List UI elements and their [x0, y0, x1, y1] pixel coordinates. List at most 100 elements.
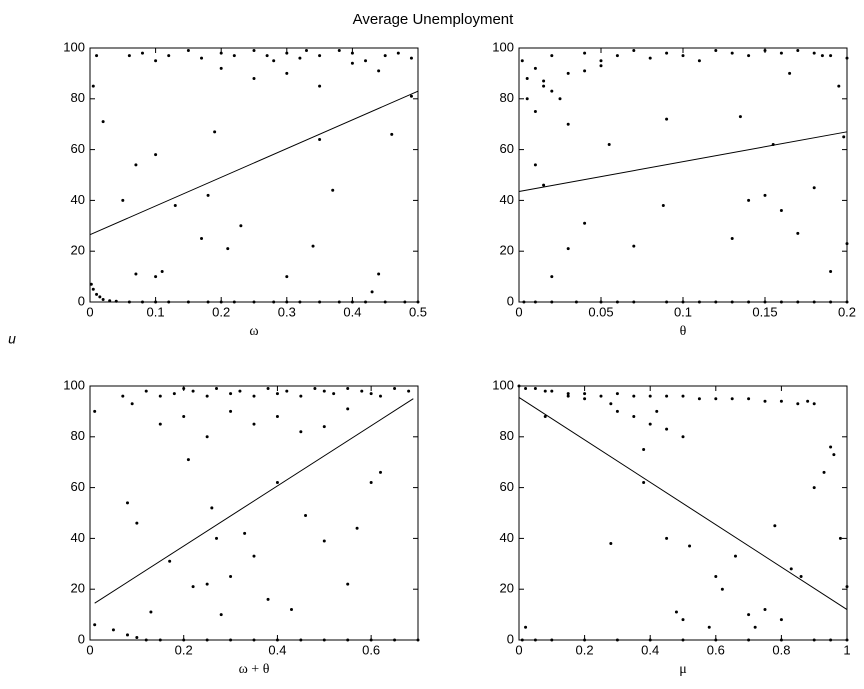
point: [574, 300, 578, 304]
point: [369, 481, 373, 485]
point: [747, 198, 751, 202]
point: [232, 54, 236, 58]
point: [186, 458, 190, 462]
point: [522, 300, 526, 304]
point: [845, 638, 849, 642]
point: [550, 275, 554, 279]
point: [714, 300, 718, 304]
point: [520, 638, 524, 642]
point: [550, 54, 554, 58]
point: [542, 84, 546, 88]
point: [154, 300, 158, 304]
point: [796, 49, 800, 53]
point: [154, 59, 158, 63]
point: [272, 59, 276, 63]
point: [167, 54, 171, 58]
point: [665, 51, 669, 55]
x-axis-label: μ: [679, 662, 687, 677]
point: [779, 300, 783, 304]
y-tick-label: 100: [492, 377, 514, 392]
subplot: 0 0.2 0.4 0.6 0 20 40 60 80 100 ω + θ: [63, 377, 420, 677]
point: [632, 394, 636, 398]
point: [205, 638, 209, 642]
point: [186, 49, 190, 53]
point: [681, 638, 685, 642]
point: [355, 526, 359, 530]
point: [167, 300, 171, 304]
point: [566, 247, 570, 251]
point: [763, 399, 767, 403]
point: [632, 300, 636, 304]
y-tick-label: 20: [500, 581, 514, 596]
point: [318, 54, 322, 58]
point: [125, 633, 129, 637]
point: [655, 409, 659, 413]
point: [191, 585, 195, 589]
point: [369, 638, 373, 642]
point: [525, 76, 529, 80]
point: [182, 414, 186, 418]
x-tick-label: 0.4: [268, 642, 286, 657]
point: [632, 244, 636, 248]
point: [390, 132, 394, 136]
point: [403, 300, 407, 304]
point: [239, 224, 243, 228]
point: [609, 541, 613, 545]
point: [266, 387, 270, 391]
point: [688, 544, 692, 548]
point: [114, 299, 118, 303]
point: [845, 300, 849, 304]
y-tick-label: 100: [492, 39, 514, 54]
plot-frame: [518, 47, 848, 303]
point: [396, 51, 400, 55]
point: [200, 56, 204, 60]
point: [285, 51, 289, 55]
point: [134, 272, 138, 276]
x-tick-label: 0.1: [674, 304, 692, 319]
point: [229, 409, 233, 413]
x-tick-label: 0.8: [772, 642, 790, 657]
point: [298, 56, 302, 60]
plot-frame: [518, 385, 848, 641]
point: [252, 638, 256, 642]
point: [285, 275, 289, 279]
point: [524, 625, 528, 629]
point: [213, 130, 217, 134]
point: [648, 394, 652, 398]
point: [533, 163, 537, 167]
x-tick-label: 0.2: [175, 642, 193, 657]
point: [322, 425, 326, 429]
point: [369, 392, 373, 396]
point: [285, 389, 289, 393]
x-tick-label: 0.4: [641, 642, 659, 657]
point: [125, 501, 129, 505]
y-tick-label: 0: [507, 293, 514, 308]
point: [543, 414, 547, 418]
y-tick-label: 0: [78, 293, 85, 308]
point: [583, 221, 587, 225]
plot-frame: [89, 47, 419, 303]
y-tick-label: 40: [500, 192, 514, 207]
point: [796, 300, 800, 304]
point: [219, 51, 223, 55]
point: [215, 536, 219, 540]
point: [779, 51, 783, 55]
point: [730, 51, 734, 55]
point: [558, 97, 562, 101]
point: [648, 638, 652, 642]
point: [238, 389, 242, 393]
point: [160, 270, 164, 274]
point: [812, 402, 816, 406]
point: [265, 54, 269, 58]
point: [299, 430, 303, 434]
point: [95, 292, 99, 296]
point: [219, 66, 223, 70]
point: [91, 84, 95, 88]
point: [583, 638, 587, 642]
point: [681, 618, 685, 622]
y-tick-label: 60: [500, 141, 514, 156]
point: [566, 392, 570, 396]
subplot: 0 0.2 0.4 0.6 0.8 1 0 20 40 60 80 100 μ: [492, 377, 850, 677]
point: [524, 387, 528, 391]
point: [377, 69, 381, 73]
